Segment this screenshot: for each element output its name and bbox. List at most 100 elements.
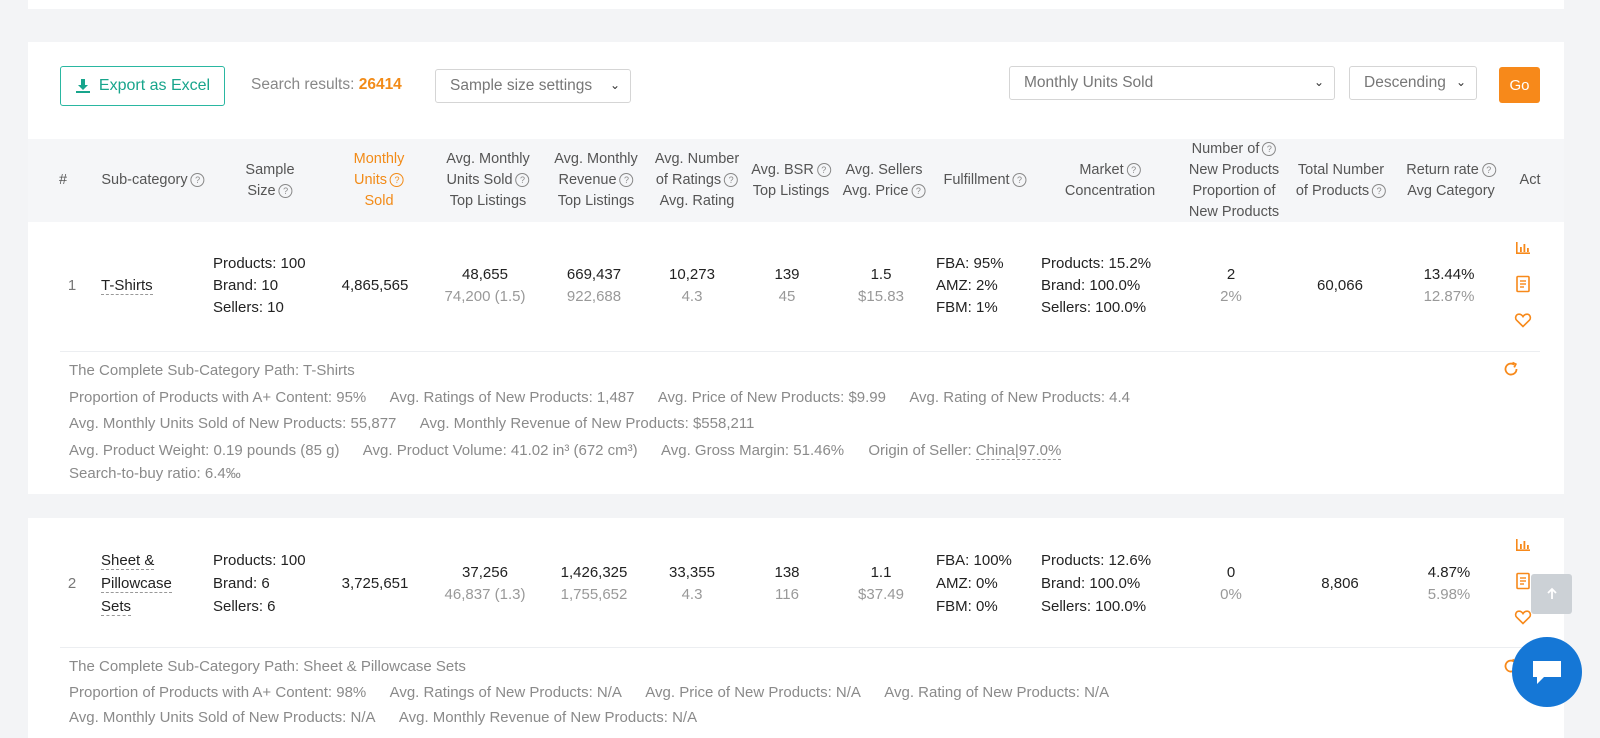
results-panel: [28, 42, 1564, 494]
detail-new-price: Avg. Price of New Products: $9.99: [657, 389, 886, 406]
heart-icon[interactable]: [1514, 311, 1532, 329]
detail-new-units: Avg. Monthly Units Sold of New Products:…: [69, 415, 397, 432]
col-label: Number of: [1191, 141, 1260, 157]
subcategory-name[interactable]: T-Shirts: [101, 277, 153, 295]
help-icon[interactable]: ?: [816, 163, 831, 177]
market-brand: Brand: 100.0%: [1041, 575, 1141, 592]
help-icon[interactable]: ?: [1012, 173, 1027, 187]
avg-units-cell: 37,256 46,837 (1.3): [445, 562, 526, 606]
col-bsr[interactable]: Avg. BSR? Top Listings: [751, 160, 831, 202]
ratings-cell: 10,273 4.3: [669, 264, 715, 308]
chat-icon: [1533, 661, 1561, 684]
fulfillment-amz: AMZ: 0%: [936, 575, 998, 592]
sellers-value: 1.5: [870, 266, 892, 283]
col-label: Size: [247, 183, 276, 199]
scroll-to-top-button[interactable]: [1531, 574, 1572, 614]
sample-size-cell: Products: 100 Brand: 10 Sellers: 10: [213, 253, 306, 319]
document-icon[interactable]: [1514, 275, 1532, 293]
sort-order-value: Descending: [1364, 74, 1446, 91]
col-subcategory-label: Sub-category: [101, 172, 188, 188]
rating-value: 4.3: [681, 288, 703, 305]
sellers-price-cell: 1.5 $15.83: [858, 264, 904, 308]
document-icon[interactable]: [1514, 572, 1532, 590]
subcategory-name[interactable]: Sheet &: [101, 552, 155, 570]
col-new-products[interactable]: Number of? New Products Proportion of New P…: [1189, 139, 1279, 223]
fulfillment-fbm: FBM: 0%: [936, 598, 998, 615]
help-icon[interactable]: ?: [1481, 163, 1496, 177]
total-products-cell: 8,806: [1321, 575, 1359, 592]
new-products-pct: 0%: [1220, 586, 1242, 603]
return-rate-cell: 13.44% 12.87%: [1424, 264, 1475, 308]
col-total-products[interactable]: Total Number of Products?: [1296, 160, 1387, 202]
sample-size-value: Sample size settings: [450, 77, 593, 94]
help-icon[interactable]: ?: [619, 173, 634, 187]
col-label: Return rate: [1406, 162, 1479, 178]
sellers-value: 1.1: [870, 564, 892, 581]
col-avg-revenue[interactable]: Avg. Monthly Revenue? Top Listings: [554, 149, 638, 212]
origin-seller-link[interactable]: China|97.0%: [975, 442, 1062, 460]
col-fulfillment[interactable]: Fulfillment?: [943, 170, 1027, 191]
market-products: Products: 15.2%: [1041, 255, 1152, 272]
sample-brand: Brand: 6: [213, 575, 270, 592]
col-label: Avg. Number: [654, 151, 740, 167]
help-icon[interactable]: ?: [515, 173, 530, 187]
detail-volume: Avg. Product Volume: 41.02 in³ (672 cm³): [362, 442, 638, 459]
col-subcategory[interactable]: Sub-category?: [101, 170, 205, 191]
help-icon[interactable]: ?: [724, 173, 739, 187]
subcategory-link[interactable]: T-Shirts: [101, 275, 153, 297]
col-avg-units[interactable]: Avg. Monthly Units Sold? Top Listings: [446, 149, 530, 212]
help-icon[interactable]: ?: [1262, 142, 1277, 156]
sample-brand: Brand: 10: [213, 277, 279, 294]
subcategory-name[interactable]: Pillowcase: [101, 575, 172, 593]
total-products-cell: 60,066: [1317, 277, 1363, 294]
col-sample-size[interactable]: Sample Size?: [245, 160, 294, 202]
col-label: Top Listings: [449, 193, 527, 209]
export-excel-button[interactable]: Export as Excel: [60, 66, 225, 106]
help-icon[interactable]: ?: [1372, 184, 1387, 198]
avg-revenue-value: 669,437: [566, 266, 622, 283]
market-sellers: Sellers: 100.0%: [1041, 299, 1147, 316]
col-label: Monthly: [353, 151, 405, 167]
help-icon[interactable]: ?: [390, 173, 405, 187]
help-icon[interactable]: ?: [278, 184, 293, 198]
help-icon[interactable]: ?: [190, 173, 205, 187]
help-icon[interactable]: ?: [1126, 163, 1141, 177]
col-sellers-price[interactable]: Avg. Sellers Avg. Price?: [843, 160, 926, 202]
detail-line-3: Avg. Monthly Units Sold of New Products:…: [69, 709, 717, 726]
table-header: [28, 139, 1564, 222]
help-icon[interactable]: ?: [911, 184, 926, 198]
fulfillment-fbm: FBM: 1%: [936, 299, 998, 316]
sort-order-select[interactable]: Descending ⌄: [1349, 66, 1477, 100]
return-rate-cell: 4.87% 5.98%: [1428, 562, 1471, 606]
avg-units-cell: 48,655 74,200 (1.5): [445, 264, 526, 308]
ratings-value: 33,355: [669, 564, 715, 581]
col-monthly-units[interactable]: Monthly Units? Sold: [354, 149, 405, 212]
avg-revenue-top: 922,688: [566, 288, 622, 305]
refresh-icon[interactable]: [1502, 360, 1520, 378]
detail-new-revenue: Avg. Monthly Revenue of New Products: N/…: [398, 709, 698, 726]
col-label: Market: [1079, 162, 1124, 178]
col-market[interactable]: Market? Concentration: [1065, 160, 1155, 202]
col-return-rate[interactable]: Return rate? Avg Category: [1406, 160, 1496, 202]
col-label: Total Number: [1297, 162, 1385, 178]
market-cell: Products: 12.6% Brand: 100.0% Sellers: 1…: [1041, 549, 1151, 618]
col-label: Units: [353, 172, 388, 188]
heart-icon[interactable]: [1514, 608, 1532, 626]
col-ratings[interactable]: Avg. Number of Ratings? Avg. Rating: [655, 149, 739, 212]
go-button[interactable]: Go: [1499, 67, 1540, 103]
bar-chart-icon[interactable]: [1514, 239, 1532, 257]
bsr-value: 138: [774, 564, 800, 581]
bar-chart-icon[interactable]: [1514, 536, 1532, 554]
rating-value: 4.3: [681, 586, 703, 603]
chat-button[interactable]: [1512, 637, 1582, 707]
monthly-units-cell: 3,725,651: [341, 575, 409, 592]
detail-path: The Complete Sub-Category Path: Sheet & …: [69, 658, 466, 675]
sort-field-value: Monthly Units Sold: [1024, 74, 1154, 91]
subcategory-link[interactable]: Sheet & Pillowcase Sets: [101, 549, 172, 618]
sort-field-select[interactable]: Monthly Units Sold ⌄: [1009, 66, 1335, 100]
avg-revenue-cell: 1,426,325 1,755,652: [561, 562, 628, 606]
sample-size-cell: Products: 100 Brand: 6 Sellers: 6: [213, 549, 306, 618]
sample-size-select[interactable]: Sample size settings ⌄: [435, 69, 631, 103]
col-label: Units Sold: [446, 172, 513, 188]
subcategory-name[interactable]: Sets: [101, 598, 132, 616]
